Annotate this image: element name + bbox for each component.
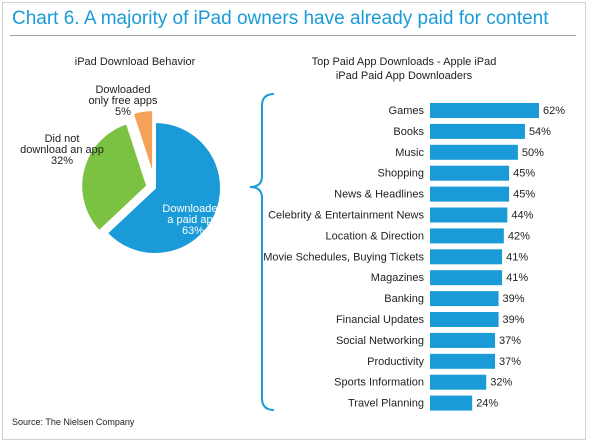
bar-category-label: Movie Schedules, Buying Tickets bbox=[263, 251, 424, 263]
bar-category-label: Financial Updates bbox=[336, 314, 425, 326]
bar-value-label: 39% bbox=[503, 314, 525, 326]
bar-value-label: 62% bbox=[543, 105, 565, 117]
bar bbox=[430, 249, 503, 265]
bar bbox=[430, 103, 539, 118]
bar-category-label: Books bbox=[393, 126, 424, 138]
bar bbox=[430, 332, 496, 348]
bar-category-label: Banking bbox=[384, 293, 424, 305]
pie-label: Did not bbox=[45, 133, 80, 145]
bar-category-label: Shopping bbox=[378, 168, 425, 180]
bar-category-label: News & Headlines bbox=[334, 189, 424, 201]
bar bbox=[430, 207, 508, 223]
bar-chart-title: Top Paid App Downloads - Apple iPad bbox=[311, 56, 497, 68]
pie-slice bbox=[105, 120, 222, 255]
chart-title: Chart 6. A majority of iPad owners have … bbox=[12, 8, 549, 29]
pie-label: a paid app bbox=[167, 214, 218, 226]
bar-category-label: Games bbox=[389, 105, 425, 117]
bar bbox=[430, 123, 525, 139]
bar bbox=[430, 165, 510, 181]
bar-category-label: Social Networking bbox=[336, 335, 424, 347]
bar-category-label: Sports Information bbox=[334, 377, 424, 389]
bar-category-label: Productivity bbox=[367, 356, 424, 368]
bar-value-label: 45% bbox=[513, 189, 535, 201]
pie-label: 32% bbox=[51, 155, 73, 167]
bar bbox=[430, 270, 503, 286]
bracket-connector bbox=[249, 93, 275, 411]
title-rule bbox=[10, 35, 576, 36]
pie-chart-title: iPad Download Behavior bbox=[74, 56, 196, 68]
bar-value-label: 24% bbox=[476, 398, 498, 410]
bar bbox=[430, 395, 473, 411]
pie-slice bbox=[131, 109, 155, 177]
bar-value-label: 37% bbox=[499, 335, 521, 347]
bar-value-label: 42% bbox=[508, 230, 530, 242]
bar bbox=[430, 312, 499, 327]
bar-value-label: 32% bbox=[490, 377, 512, 389]
pie-label: only free apps bbox=[88, 95, 158, 107]
bar-value-label: 54% bbox=[529, 126, 551, 138]
bar bbox=[430, 228, 504, 244]
bar-category-label: Music bbox=[395, 147, 424, 159]
bar-value-label: 37% bbox=[499, 356, 521, 368]
pie-label: 63% bbox=[182, 225, 204, 237]
pie-label: 5% bbox=[115, 106, 131, 118]
pie-label: Downloaded bbox=[162, 203, 223, 215]
bar-category-label: Travel Planning bbox=[348, 398, 424, 410]
pie-label: Dowloaded bbox=[95, 84, 150, 96]
bar-value-label: 41% bbox=[506, 272, 528, 284]
pie-slice bbox=[80, 121, 149, 233]
bar bbox=[430, 144, 518, 160]
bar-value-label: 45% bbox=[513, 168, 535, 180]
bar-category-label: Celebrity & Entertainment News bbox=[268, 210, 424, 222]
bar-value-label: 41% bbox=[506, 251, 528, 263]
bar-chart-subtitle: iPad Paid App Downloaders bbox=[335, 70, 473, 82]
pie-label: download an app bbox=[20, 144, 104, 156]
bar bbox=[430, 186, 510, 202]
bar bbox=[430, 353, 496, 369]
bar-value-label: 44% bbox=[511, 210, 533, 222]
bar-category-label: Location & Direction bbox=[326, 230, 424, 242]
bar-value-label: 39% bbox=[503, 293, 525, 305]
bar bbox=[430, 291, 499, 307]
bar bbox=[430, 374, 487, 390]
bar-category-label: Magazines bbox=[371, 272, 425, 284]
source-note: Source: The Nielsen Company bbox=[12, 417, 135, 427]
bar-value-label: 50% bbox=[522, 147, 544, 159]
